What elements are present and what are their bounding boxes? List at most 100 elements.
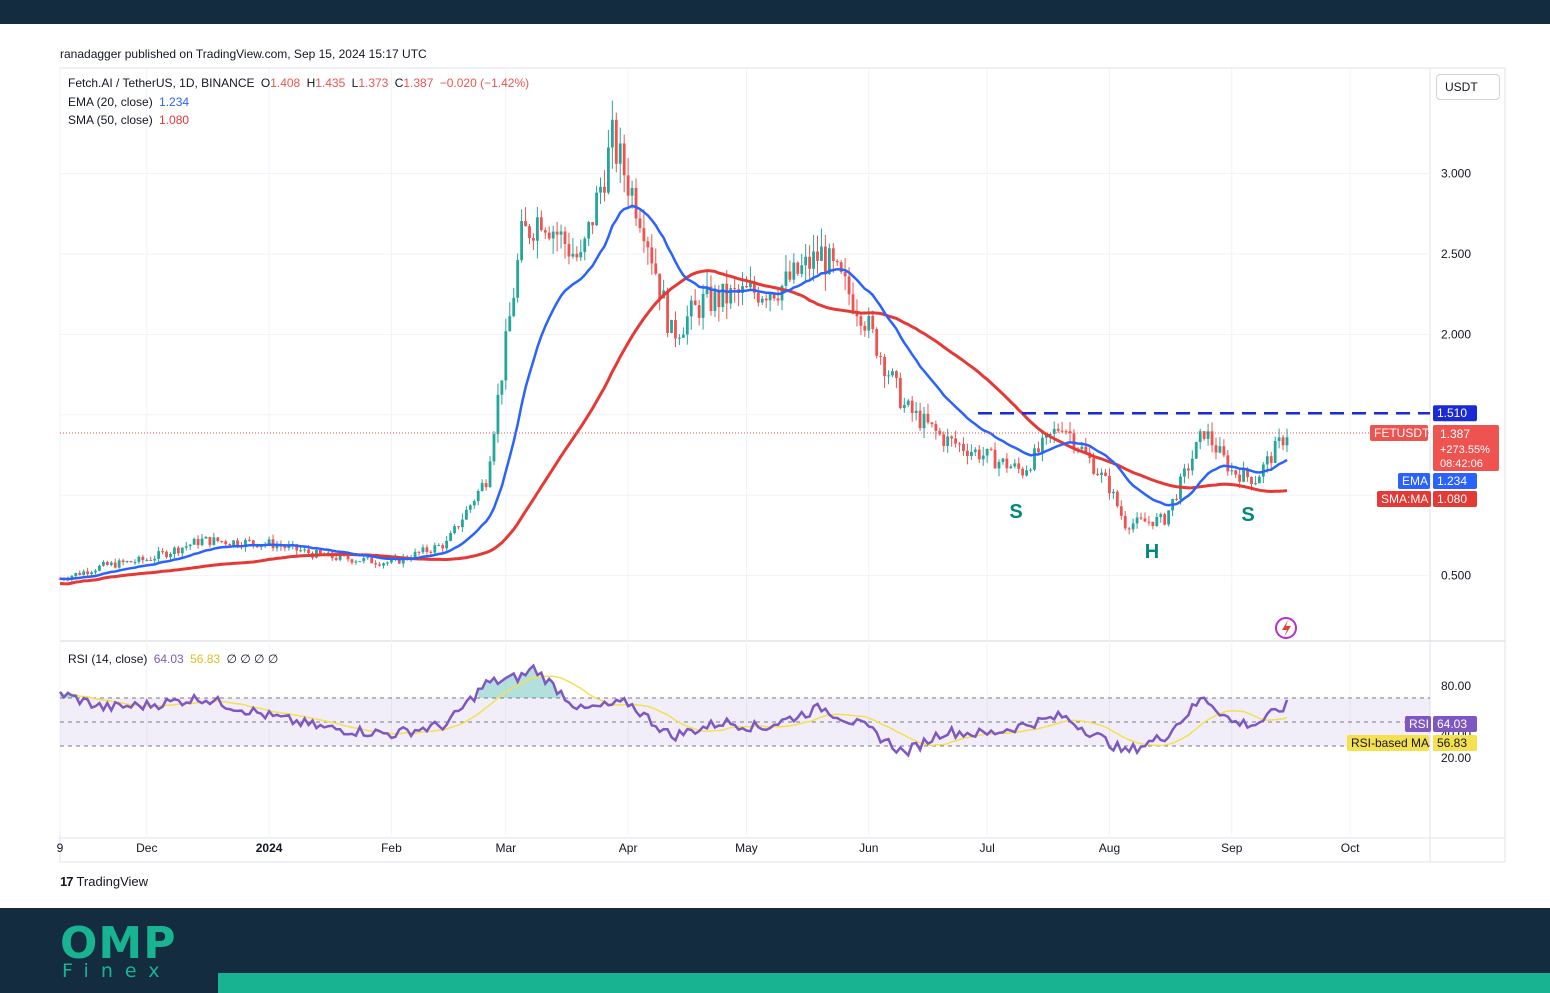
rsi-line[interactable] <box>58 663 1289 758</box>
candle[interactable] <box>1250 476 1253 485</box>
candle[interactable] <box>524 221 527 227</box>
candle[interactable] <box>378 564 381 566</box>
candle[interactable] <box>362 558 366 562</box>
candle[interactable] <box>109 562 113 565</box>
candle[interactable] <box>464 509 468 520</box>
rsi-ma-line[interactable] <box>59 675 1288 747</box>
candle[interactable] <box>1108 475 1111 494</box>
candle[interactable] <box>638 218 642 229</box>
candle[interactable] <box>512 297 516 317</box>
candle[interactable] <box>997 461 1001 469</box>
candle[interactable] <box>816 251 819 261</box>
candle[interactable] <box>1092 458 1096 474</box>
legend-symbol[interactable]: Fetch.AI / TetherUS, 1D, BINANCE <box>68 76 255 90</box>
candle[interactable] <box>1183 468 1186 477</box>
candle[interactable] <box>685 316 689 335</box>
candle[interactable] <box>1159 514 1163 517</box>
candle[interactable] <box>508 316 512 332</box>
candle[interactable] <box>1072 433 1076 449</box>
candle[interactable] <box>551 231 555 239</box>
candle[interactable] <box>595 192 598 226</box>
candle[interactable] <box>468 505 472 510</box>
candle[interactable] <box>678 337 681 339</box>
candle[interactable] <box>555 231 559 235</box>
candle[interactable] <box>366 557 370 559</box>
candle[interactable] <box>681 334 685 338</box>
candle[interactable] <box>650 247 654 264</box>
candle[interactable] <box>149 559 153 561</box>
candle[interactable] <box>772 293 776 299</box>
candle[interactable] <box>1017 463 1021 469</box>
candle[interactable] <box>926 413 930 423</box>
candle[interactable] <box>614 119 618 164</box>
candle[interactable] <box>433 545 437 553</box>
sma-line[interactable] <box>59 269 1288 586</box>
candle[interactable] <box>1147 521 1151 523</box>
candle[interactable] <box>295 544 299 551</box>
candle[interactable] <box>457 526 460 528</box>
candle[interactable] <box>94 570 97 573</box>
candle[interactable] <box>216 537 220 542</box>
candle[interactable] <box>792 262 796 280</box>
candle[interactable] <box>129 561 133 563</box>
candle[interactable] <box>575 253 579 258</box>
ema-legend[interactable]: EMA (20, close) 1.234 <box>68 95 192 109</box>
candle[interactable] <box>674 319 677 339</box>
candle[interactable] <box>169 553 172 558</box>
candle[interactable] <box>1218 446 1222 453</box>
candle[interactable] <box>760 298 764 303</box>
candle[interactable] <box>717 290 721 308</box>
candle[interactable] <box>461 519 464 528</box>
candle[interactable] <box>764 298 768 301</box>
candle[interactable] <box>236 540 239 546</box>
candle[interactable] <box>1100 472 1103 476</box>
candle[interactable] <box>86 571 90 575</box>
candle[interactable] <box>954 438 957 444</box>
candle[interactable] <box>610 119 614 148</box>
candle[interactable] <box>153 558 157 561</box>
candle[interactable] <box>338 554 342 560</box>
candle[interactable] <box>145 559 149 561</box>
candle[interactable] <box>867 315 871 331</box>
candle[interactable] <box>709 286 713 312</box>
candle[interactable] <box>1214 445 1218 453</box>
candle[interactable] <box>1222 446 1226 456</box>
candle[interactable] <box>567 244 571 257</box>
candle[interactable] <box>713 290 717 312</box>
candle[interactable] <box>1269 456 1273 463</box>
candle[interactable] <box>559 231 563 235</box>
candle[interactable] <box>303 549 307 551</box>
candle[interactable] <box>705 286 709 295</box>
candle[interactable] <box>1040 437 1044 453</box>
candle[interactable] <box>1163 514 1167 525</box>
candle[interactable] <box>831 248 835 261</box>
candle[interactable] <box>1080 446 1084 450</box>
candle[interactable] <box>374 563 378 565</box>
candle[interactable] <box>914 410 918 413</box>
candle[interactable] <box>800 265 804 274</box>
candle[interactable] <box>101 562 105 566</box>
candle[interactable] <box>1123 515 1127 529</box>
candle[interactable] <box>587 222 591 239</box>
candle[interactable] <box>180 547 184 554</box>
candle[interactable] <box>334 558 338 560</box>
candle[interactable] <box>654 263 658 274</box>
candle[interactable] <box>200 538 204 546</box>
candle[interactable] <box>370 557 374 564</box>
candle[interactable] <box>1167 510 1171 525</box>
rsi-legend[interactable]: RSI (14, close) 64.03 56.83 ∅ ∅ ∅ ∅ <box>68 652 281 666</box>
candle[interactable] <box>1206 431 1210 439</box>
candle[interactable] <box>1135 517 1139 524</box>
candle[interactable] <box>244 539 247 548</box>
candle[interactable] <box>1009 466 1013 469</box>
candle[interactable] <box>425 547 429 552</box>
candle[interactable] <box>1151 521 1155 526</box>
candle[interactable] <box>228 544 232 546</box>
candle[interactable] <box>78 572 82 575</box>
candle[interactable] <box>390 559 393 563</box>
candle[interactable] <box>962 444 965 451</box>
candle[interactable] <box>1064 431 1068 433</box>
candle[interactable] <box>1115 491 1119 507</box>
candle[interactable] <box>346 555 350 560</box>
